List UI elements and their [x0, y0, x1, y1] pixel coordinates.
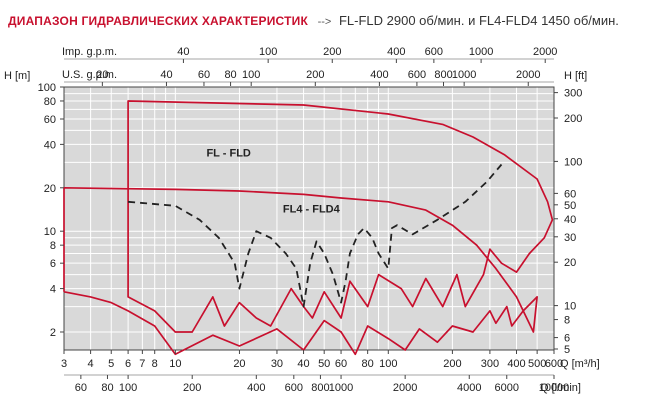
x-tick-label: 800	[311, 382, 329, 394]
x-tick-label: 400	[247, 382, 265, 394]
series-line	[127, 100, 554, 333]
y-tick-label: 60	[564, 188, 576, 200]
x-tick-label: 100	[242, 69, 260, 81]
x-tick-label: 400	[507, 358, 525, 370]
x-tick-label: 2000	[533, 46, 557, 58]
x-tick-label: 200	[306, 69, 324, 81]
chart-title-main: ДИАПАЗОН ГИДРАВЛИЧЕСКИХ ХАРАКТЕРИСТИК	[8, 14, 308, 28]
x-tick-label: 2000	[516, 69, 540, 81]
arrow-icon: -->	[317, 16, 332, 28]
y-tick-label: 8	[564, 315, 570, 327]
y-tick-label: 30	[564, 232, 576, 244]
x-axis-label: Q [m³/h]	[560, 358, 600, 370]
y-tick-label: 20	[564, 257, 576, 269]
x-tick-label: 500	[528, 358, 546, 370]
x-tick-label: 6000	[495, 382, 519, 394]
y-tick-label: 50	[564, 200, 576, 212]
x-tick-label: 1000	[329, 382, 353, 394]
y-tick-label: 200	[564, 113, 582, 125]
x-tick-label: 40	[177, 46, 189, 58]
x-tick-label: 3	[61, 358, 67, 370]
x-axis-label: U.S. g.p.m.	[62, 69, 117, 81]
x-tick-label: 80	[101, 382, 113, 394]
x-tick-label: 1000	[469, 46, 493, 58]
x-tick-label: 600	[408, 69, 426, 81]
x-tick-label: 100	[259, 46, 277, 58]
y-tick-label: 2	[50, 327, 56, 339]
x-tick-label: 600	[545, 358, 563, 370]
x-tick-label: 5	[108, 358, 114, 370]
x-tick-label: 200	[183, 382, 201, 394]
x-tick-label: 60	[335, 358, 347, 370]
y-tick-label: 100	[38, 82, 56, 94]
x-tick-label: 100	[119, 382, 137, 394]
x-tick-label: 2000	[393, 382, 417, 394]
y-tick-label: 10	[564, 301, 576, 313]
y-tick-label: 100	[564, 156, 582, 168]
plot-area	[64, 87, 554, 350]
x-tick-label: 6	[125, 358, 131, 370]
x-tick-label: 40	[297, 358, 309, 370]
x-tick-label: 600	[425, 46, 443, 58]
x-tick-label: 40	[160, 69, 172, 81]
x-tick-label: 100	[379, 358, 397, 370]
x-tick-label: 60	[198, 69, 210, 81]
y-axis-label: H [m]	[4, 70, 30, 82]
x-tick-label: 4000	[457, 382, 481, 394]
series-label: FL - FLD	[206, 147, 250, 159]
chart-subtitle: FL-FLD 2900 об/мин. и FL4-FLD4 1450 об/м…	[338, 13, 619, 28]
y-tick-label: 40	[564, 214, 576, 226]
x-tick-label: 200	[443, 358, 461, 370]
series-line	[63, 186, 538, 356]
x-tick-label: 300	[481, 358, 499, 370]
x-tick-label: 4	[88, 358, 94, 370]
x-tick-label: 8	[152, 358, 158, 370]
y-tick-label: 20	[44, 183, 56, 195]
x-tick-label: 50	[318, 358, 330, 370]
series-label: FL4 - FLD4	[283, 203, 341, 215]
x-tick-label: 200	[323, 46, 341, 58]
y-axis-label: H [ft]	[564, 70, 587, 82]
x-tick-label: 10	[169, 358, 181, 370]
chart-title: ДИАПАЗОН ГИДРАВЛИЧЕСКИХ ХАРАКТЕРИСТИК --…	[8, 13, 619, 28]
series-dashed-line	[128, 163, 503, 308]
x-tick-label: 600	[285, 382, 303, 394]
y-tick-label: 5	[564, 344, 570, 356]
x-tick-label: 30	[271, 358, 283, 370]
x-tick-label: 1000	[452, 69, 476, 81]
x-axis-label: Q [l/min]	[540, 382, 581, 394]
x-tick-label: 20	[233, 358, 245, 370]
x-tick-label: 400	[370, 69, 388, 81]
x-tick-label: 800	[434, 69, 452, 81]
y-tick-label: 4	[50, 284, 56, 296]
y-tick-label: 8	[50, 240, 56, 252]
x-tick-label: 400	[387, 46, 405, 58]
y-tick-label: 60	[44, 114, 56, 126]
y-tick-label: 6	[564, 333, 570, 345]
x-tick-label: 20	[96, 69, 108, 81]
x-tick-label: 10000	[539, 382, 570, 394]
y-tick-label: 10	[44, 226, 56, 238]
x-axis-label: Imp. g.p.m.	[62, 46, 117, 58]
y-tick-label: 80	[44, 96, 56, 108]
x-tick-label: 80	[224, 69, 236, 81]
y-tick-label: 6	[50, 258, 56, 270]
x-tick-label: 7	[139, 358, 145, 370]
x-tick-label: 80	[362, 358, 374, 370]
y-tick-label: 300	[564, 88, 582, 100]
x-tick-label: 60	[75, 382, 87, 394]
y-tick-label: 40	[44, 139, 56, 151]
